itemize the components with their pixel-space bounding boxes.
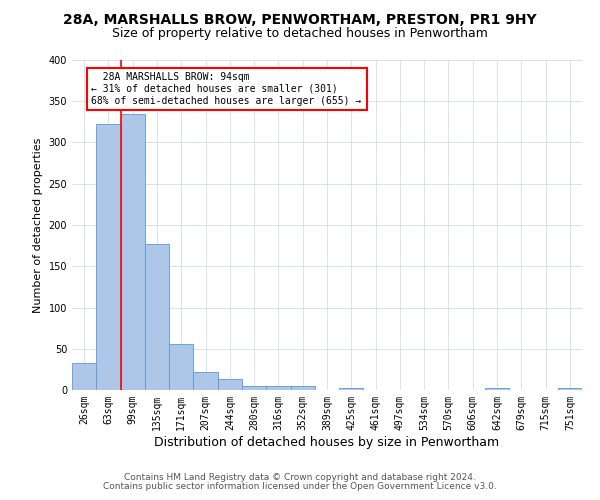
Bar (266, 386, 290, 390)
Bar (339, 388, 364, 390)
Bar (218, 380, 242, 390)
Text: 28A MARSHALLS BROW: 94sqm
← 31% of detached houses are smaller (301)
68% of semi: 28A MARSHALLS BROW: 94sqm ← 31% of detac… (91, 72, 362, 106)
Text: Size of property relative to detached houses in Penwortham: Size of property relative to detached ho… (112, 28, 488, 40)
Bar (145, 244, 169, 390)
Bar (242, 386, 266, 390)
Bar (290, 386, 315, 390)
Y-axis label: Number of detached properties: Number of detached properties (33, 138, 43, 312)
Bar (121, 114, 145, 390)
Bar (558, 388, 582, 390)
Bar (72, 363, 96, 390)
X-axis label: Distribution of detached houses by size in Penwortham: Distribution of detached houses by size … (154, 436, 500, 448)
Text: Contains public sector information licensed under the Open Government Licence v3: Contains public sector information licen… (103, 482, 497, 491)
Bar (96, 124, 121, 390)
Text: 28A, MARSHALLS BROW, PENWORTHAM, PRESTON, PR1 9HY: 28A, MARSHALLS BROW, PENWORTHAM, PRESTON… (63, 12, 537, 26)
Bar (169, 344, 193, 390)
Text: Contains HM Land Registry data © Crown copyright and database right 2024.: Contains HM Land Registry data © Crown c… (124, 474, 476, 482)
Bar (485, 388, 509, 390)
Bar (193, 372, 218, 390)
